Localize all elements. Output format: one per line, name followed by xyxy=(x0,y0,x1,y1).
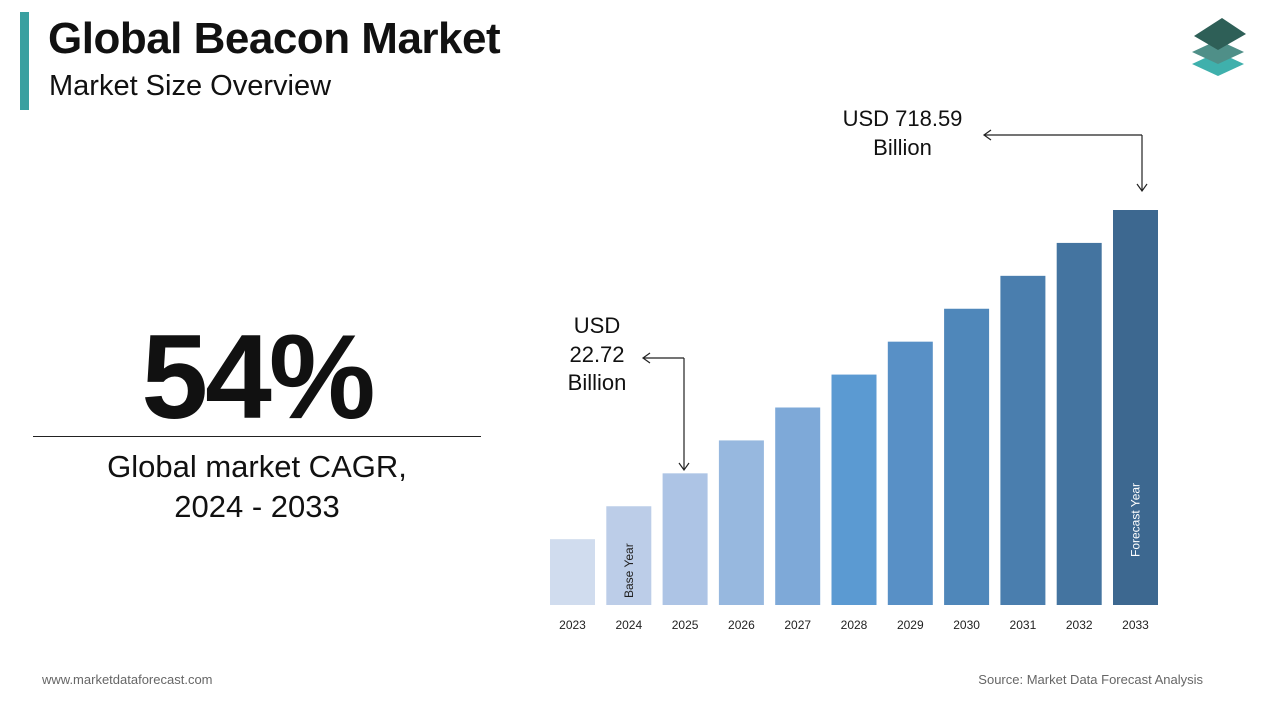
bar-2023 xyxy=(550,539,595,605)
page-title: Global Beacon Market xyxy=(48,14,501,63)
start-annotation-line2: 22.72 xyxy=(569,341,625,367)
end-value-annotation: USD 718.59 Billion xyxy=(820,105,985,162)
title-accent-bar xyxy=(20,12,29,110)
cagr-label-line1: Global market CAGR, xyxy=(107,449,407,484)
x-tick-label: 2031 xyxy=(1010,618,1037,632)
bar-2025 xyxy=(662,473,708,605)
x-tick-label: 2024 xyxy=(615,618,642,632)
website-url: www.marketdataforecast.com xyxy=(42,672,213,687)
x-tick-label: 2030 xyxy=(953,618,980,632)
x-tick-label: 2027 xyxy=(784,618,811,632)
source-note: Source: Market Data Forecast Analysis xyxy=(978,672,1203,687)
x-tick-label: 2032 xyxy=(1066,618,1093,632)
start-annotation-line3: Billion xyxy=(567,370,627,395)
bar-2030 xyxy=(944,308,990,605)
cagr-label: Global market CAGR, 2024 - 2033 xyxy=(33,447,481,527)
bar-2028 xyxy=(831,374,877,605)
page-subtitle: Market Size Overview xyxy=(49,70,332,102)
bar-2024 xyxy=(606,506,652,605)
bar-2033 xyxy=(1113,210,1158,605)
bar-2026 xyxy=(718,440,764,605)
layers-logo-icon xyxy=(1192,18,1246,76)
start-annotation-line1: USD xyxy=(573,313,621,338)
annotation-arrows xyxy=(641,129,1148,472)
cagr-value: 54% xyxy=(141,310,375,444)
bar-2029 xyxy=(887,341,933,605)
x-tick-label: 2029 xyxy=(897,618,924,632)
cagr-label-line2: 2024 - 2033 xyxy=(174,489,340,524)
x-tick-label: 2025 xyxy=(672,618,699,632)
end-annotation-line1: USD 718.59 xyxy=(842,106,963,131)
x-tick-label: 2033 xyxy=(1122,618,1149,632)
bar-inner-label: Base Year xyxy=(622,543,636,598)
start-arrow xyxy=(641,352,690,472)
end-arrow xyxy=(982,129,1148,193)
bar-inner-label: Forecast Year xyxy=(1129,483,1143,557)
divider xyxy=(33,436,481,437)
x-tick-label: 2026 xyxy=(728,618,755,632)
start-value-annotation: USD 22.72 Billion xyxy=(552,312,642,398)
bar-2031 xyxy=(1000,275,1046,605)
bar-2027 xyxy=(775,407,821,605)
bar-2032 xyxy=(1056,242,1102,605)
end-annotation-line2: Billion xyxy=(873,134,932,160)
x-tick-label: 2028 xyxy=(841,618,868,632)
x-tick-label: 2023 xyxy=(559,618,586,632)
